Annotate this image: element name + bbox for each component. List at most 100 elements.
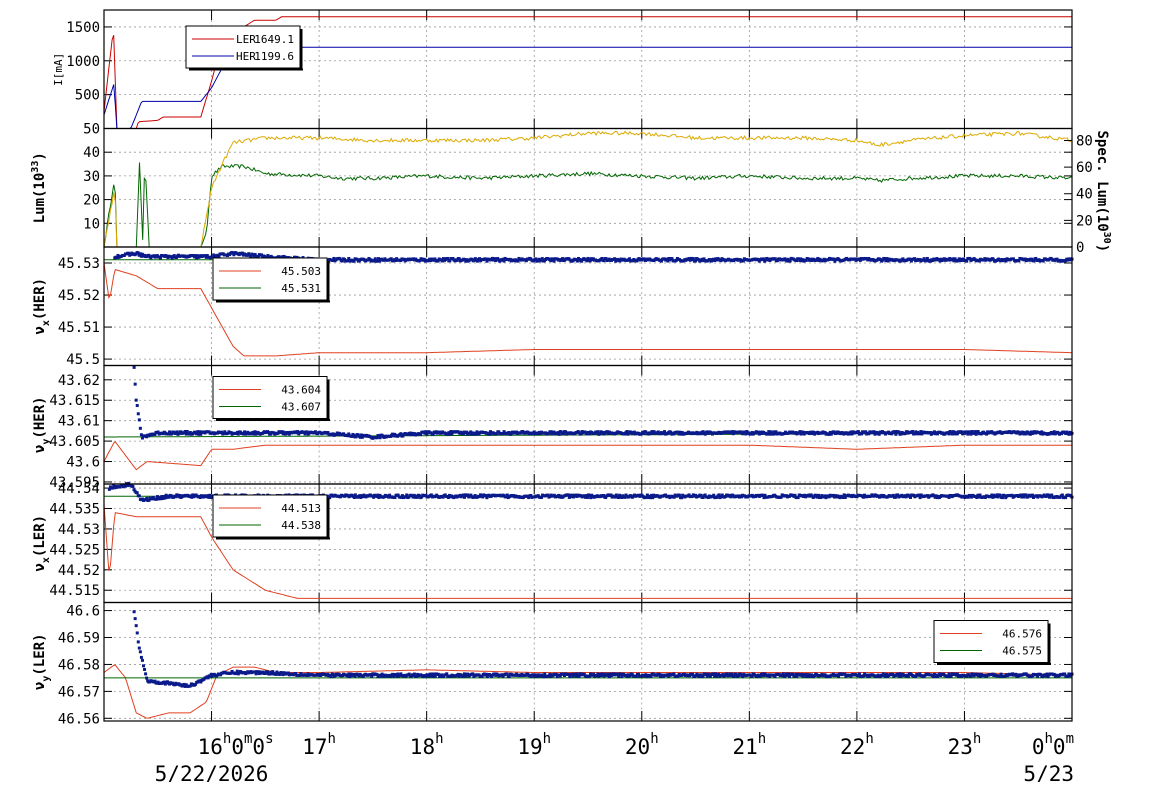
data-point bbox=[780, 674, 784, 678]
data-point bbox=[176, 493, 180, 497]
data-point bbox=[657, 672, 661, 676]
data-point bbox=[999, 672, 1003, 676]
data-point bbox=[276, 431, 280, 435]
data-point bbox=[977, 673, 981, 677]
data-point bbox=[188, 431, 192, 435]
data-point bbox=[346, 434, 350, 438]
data-point bbox=[441, 495, 445, 499]
data-point bbox=[855, 495, 859, 499]
data-point bbox=[975, 495, 979, 499]
data-point bbox=[377, 496, 381, 500]
data-point bbox=[265, 255, 269, 259]
legend-value: 43.604 bbox=[281, 384, 321, 397]
data-point bbox=[161, 432, 165, 436]
data-point bbox=[266, 254, 270, 258]
data-point bbox=[672, 672, 676, 676]
data-point bbox=[196, 430, 200, 434]
data-point bbox=[659, 259, 663, 263]
data-point bbox=[788, 259, 792, 263]
data-point bbox=[399, 432, 403, 436]
data-point bbox=[978, 674, 982, 678]
data-point bbox=[274, 672, 278, 676]
data-point bbox=[359, 433, 363, 437]
data-point bbox=[693, 259, 697, 263]
data-point bbox=[969, 432, 973, 436]
data-point bbox=[223, 430, 227, 434]
data-point bbox=[422, 257, 426, 261]
x-tick-label: 22h bbox=[840, 731, 874, 759]
data-point bbox=[352, 495, 356, 499]
data-point bbox=[372, 259, 376, 263]
data-point bbox=[584, 494, 588, 498]
data-point bbox=[549, 430, 553, 434]
data-point bbox=[687, 493, 691, 497]
y-axis-label: I[mA] bbox=[52, 53, 65, 86]
data-point bbox=[787, 672, 791, 676]
data-point bbox=[529, 675, 533, 679]
data-point bbox=[713, 259, 717, 263]
data-point bbox=[539, 496, 543, 500]
data-point bbox=[832, 257, 836, 261]
data-point bbox=[585, 495, 589, 499]
y-tick-label: 46.6 bbox=[66, 604, 100, 620]
x-axis-labels: 16h0m0s 17h 18h 19h 20h 21h 22h 23h 0h0m 5/22/202… bbox=[155, 731, 1074, 786]
data-point bbox=[428, 672, 432, 676]
data-point bbox=[957, 257, 961, 261]
data-point bbox=[427, 674, 431, 678]
data-point bbox=[828, 430, 832, 434]
data-point bbox=[243, 430, 247, 434]
data-point bbox=[1051, 432, 1055, 436]
data-point bbox=[438, 674, 442, 678]
data-point bbox=[348, 675, 352, 679]
data-point bbox=[619, 672, 623, 676]
data-point bbox=[207, 495, 211, 499]
data-point bbox=[484, 257, 488, 261]
data-point bbox=[588, 494, 592, 498]
data-point bbox=[268, 672, 272, 676]
data-point bbox=[399, 259, 403, 263]
x-tick-label: 18h bbox=[410, 731, 444, 759]
data-point bbox=[804, 258, 808, 262]
legend-name: HER bbox=[236, 50, 256, 63]
data-point bbox=[335, 431, 339, 435]
panel-nuxher: 45.5 45.51 45.52 45.53 νx(HER) 45.503 45.531 bbox=[32, 246, 1074, 368]
data-point bbox=[717, 672, 721, 676]
data-point bbox=[1050, 493, 1054, 497]
data-point bbox=[582, 672, 586, 676]
data-point bbox=[235, 669, 239, 673]
data-point bbox=[687, 257, 691, 261]
data-point bbox=[691, 257, 695, 261]
data-point bbox=[332, 256, 336, 260]
data-point bbox=[883, 674, 887, 678]
data-point bbox=[744, 432, 748, 436]
data-point bbox=[429, 674, 433, 678]
data-point bbox=[349, 672, 353, 676]
data-point bbox=[451, 257, 455, 261]
data-point bbox=[836, 673, 840, 677]
y-tick-label: 45.51 bbox=[58, 320, 100, 336]
y-tick-label: 44.515 bbox=[49, 583, 100, 599]
data-point bbox=[408, 431, 412, 435]
data-point bbox=[366, 258, 370, 262]
data-point bbox=[296, 430, 300, 434]
data-point bbox=[424, 493, 428, 497]
data-point bbox=[120, 483, 124, 487]
data-point bbox=[806, 674, 810, 678]
data-point bbox=[972, 431, 976, 435]
series-Lum-line bbox=[103, 162, 1073, 248]
data-point bbox=[924, 259, 928, 263]
data-point bbox=[564, 430, 568, 434]
y2-axis-label: Spec. Lum(1030) bbox=[1094, 131, 1112, 253]
data-point bbox=[656, 430, 660, 434]
data-point bbox=[848, 432, 852, 436]
data-point bbox=[429, 259, 433, 263]
data-point bbox=[1044, 494, 1048, 498]
data-point bbox=[651, 496, 655, 500]
data-point bbox=[359, 496, 363, 500]
data-point bbox=[613, 257, 617, 261]
data-point bbox=[138, 426, 142, 430]
data-point bbox=[966, 432, 970, 436]
data-point bbox=[663, 430, 667, 434]
